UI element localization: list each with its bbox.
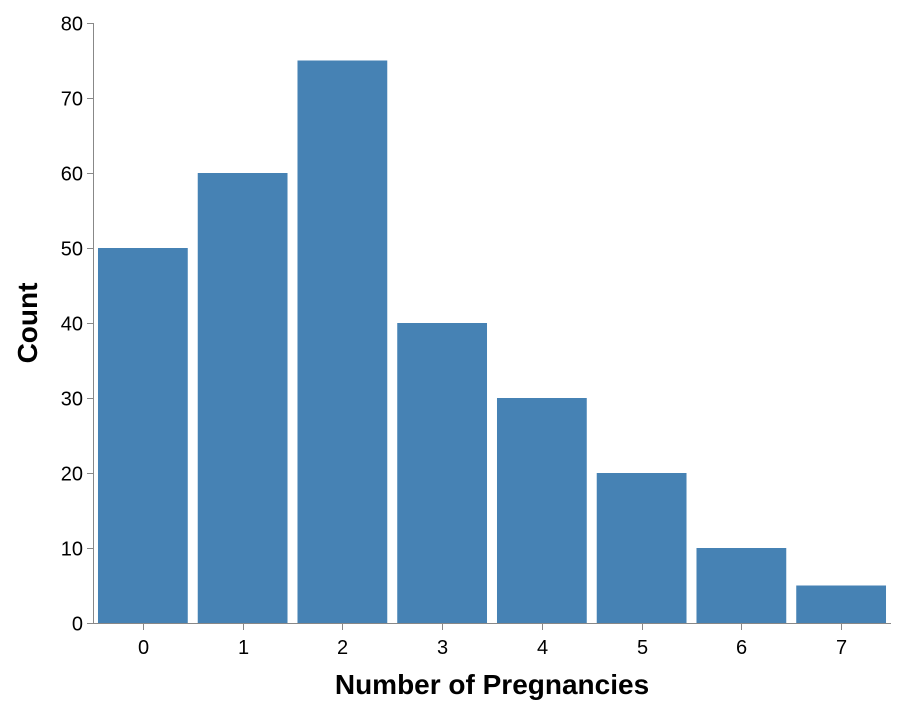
x-tick-label: 0 bbox=[138, 637, 149, 659]
x-tick-label: 1 bbox=[238, 637, 249, 659]
x-tick-label: 2 bbox=[337, 637, 348, 659]
y-tick-label: 80 bbox=[61, 14, 83, 36]
y-tick-label: 70 bbox=[61, 89, 83, 111]
y-tick-label: 0 bbox=[72, 614, 83, 636]
y-tick-label: 10 bbox=[61, 539, 83, 561]
bar-2 bbox=[297, 60, 388, 623]
y-axis: 0 10 20 30 40 50 60 70 80 bbox=[61, 14, 94, 636]
y-tick-label: 30 bbox=[61, 389, 83, 411]
x-tick-label: 6 bbox=[736, 637, 747, 659]
y-tick-label: 40 bbox=[61, 314, 83, 336]
y-axis-title: Count bbox=[12, 283, 43, 364]
y-tick-label: 50 bbox=[61, 239, 83, 261]
x-tick-label: 5 bbox=[637, 637, 648, 659]
x-tick-label: 3 bbox=[437, 637, 448, 659]
bar-7 bbox=[796, 585, 887, 623]
bars-group bbox=[97, 60, 887, 623]
y-tick-label: 20 bbox=[61, 464, 83, 486]
x-tick-label: 7 bbox=[836, 637, 847, 659]
y-tick-label: 60 bbox=[61, 164, 83, 186]
bar-5 bbox=[596, 473, 687, 623]
bar-6 bbox=[696, 548, 787, 623]
bar-3 bbox=[397, 323, 488, 623]
x-axis-title: Number of Pregnancies bbox=[335, 669, 649, 700]
bar-1 bbox=[197, 173, 288, 623]
x-axis: 0 1 2 3 4 5 6 7 bbox=[93, 623, 891, 659]
bar-4 bbox=[496, 398, 587, 623]
bar-0 bbox=[97, 248, 188, 623]
x-tick-label: 4 bbox=[537, 637, 548, 659]
